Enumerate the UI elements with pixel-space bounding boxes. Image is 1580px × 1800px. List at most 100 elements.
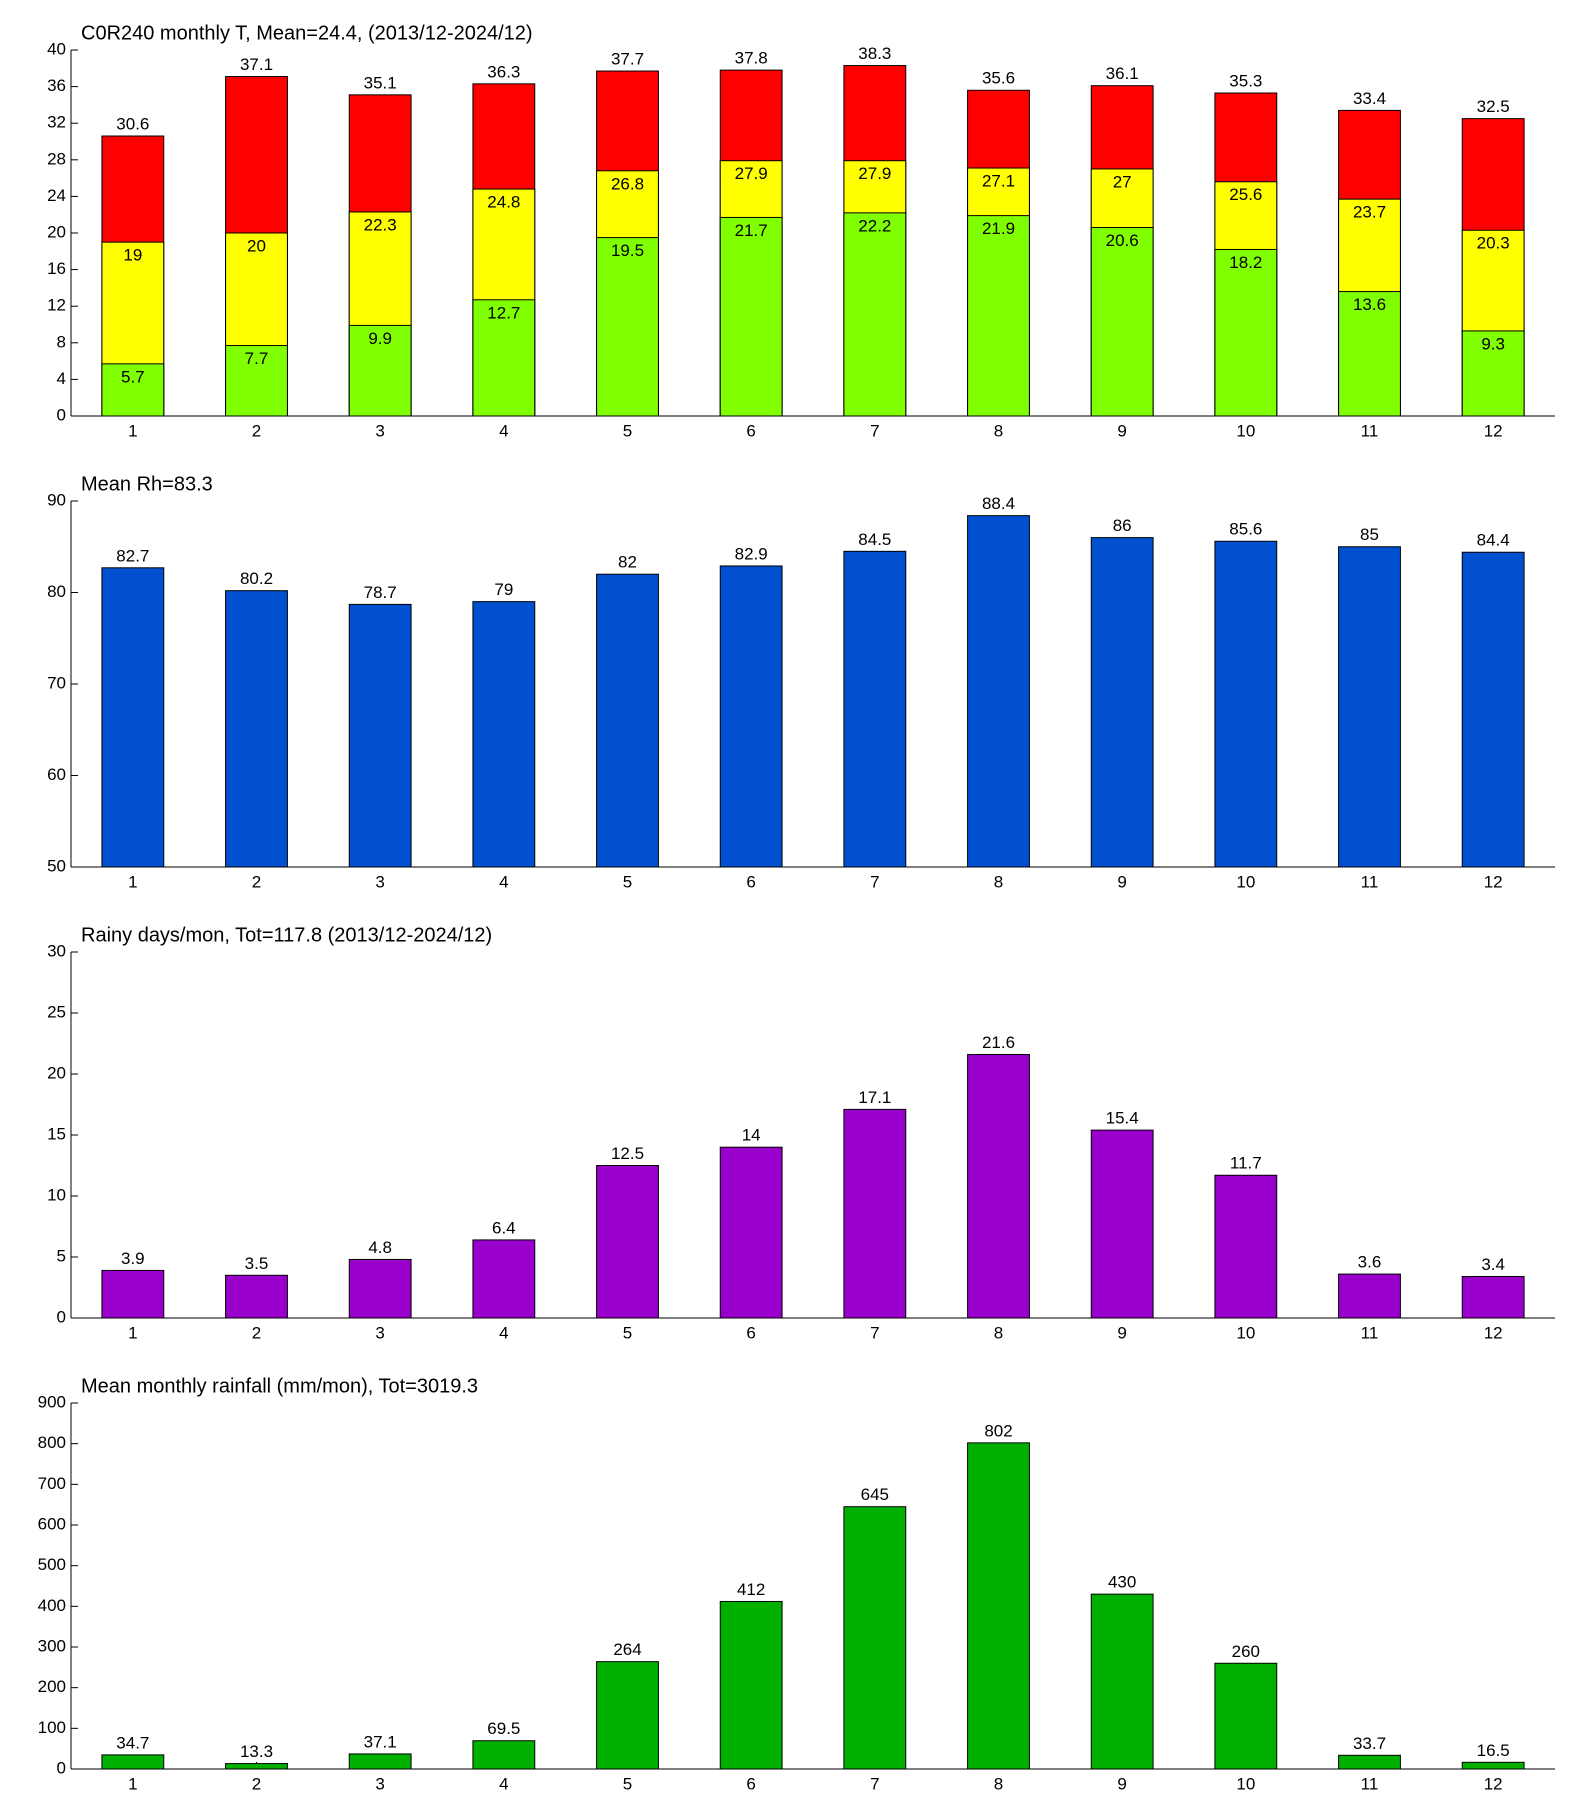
y-tick-label: 500 [38,1555,66,1574]
bar [1338,1754,1401,1770]
y-tick-label: 16 [47,259,66,278]
y-tick-label: 80 [47,582,66,601]
bar [1338,546,1401,868]
y-tick-label: 600 [38,1514,66,1533]
data-label: 12.7 [487,303,520,322]
data-label: 20 [247,236,266,255]
chart-title: Mean Rh=83.3 [81,473,213,495]
y-tick-label: 60 [47,765,66,784]
data-label: 18.2 [1229,253,1262,272]
bar [101,1754,165,1770]
y-tick-label: 24 [47,186,66,205]
x-tick-label: 7 [870,1323,879,1342]
bar [1338,1273,1401,1319]
data-label: 13.6 [1353,295,1386,314]
bar [1090,1129,1154,1319]
bar [472,299,536,417]
bar [1461,1761,1525,1770]
y-tick-label: 10 [47,1185,66,1204]
bar [843,1506,907,1770]
data-label: 11.7 [1230,1154,1262,1173]
y-tick-label: 12 [47,296,66,315]
x-tick-label: 11 [1361,421,1379,440]
bar [967,1053,1030,1319]
data-label: 21.7 [735,221,768,240]
x-tick-label: 5 [623,421,632,440]
y-tick-label: 28 [47,149,66,168]
bar [472,1740,536,1770]
bar [1338,291,1401,417]
chart-title: Mean monthly rainfall (mm/mon), Tot=3019… [81,1375,478,1397]
x-tick-label: 10 [1236,1774,1255,1793]
data-label: 12.5 [611,1144,644,1163]
data-label: 84.5 [858,530,891,549]
data-label: 37.1 [364,1732,397,1751]
y-tick-label: 15 [47,1124,66,1143]
x-tick-label: 4 [499,1323,508,1342]
x-tick-label: 3 [375,1774,384,1793]
data-label: 27.1 [982,172,1015,191]
x-tick-label: 2 [252,1774,261,1793]
x-tick-label: 3 [375,1323,384,1342]
data-label: 26.8 [611,174,644,193]
bar [1214,540,1278,868]
bar [843,212,907,417]
bar [1090,537,1154,868]
data-label: 37.7 [611,50,644,69]
bar [472,601,536,868]
x-tick-label: 2 [252,1323,261,1342]
bar [967,1442,1030,1770]
data-label: 802 [984,1421,1012,1440]
data-label: 19.5 [611,241,644,260]
bar [1461,1276,1525,1319]
data-label: 9.9 [368,329,392,348]
x-tick-label: 6 [746,1323,755,1342]
chart-title: Rainy days/mon, Tot=117.8 (2013/12-2024/… [81,924,492,946]
x-tick-label: 8 [994,421,1003,440]
data-label: 82.7 [116,546,149,565]
data-label: 14 [742,1126,761,1145]
bar [719,216,783,417]
x-tick-label: 11 [1361,1774,1379,1793]
y-tick-label: 70 [47,673,66,692]
x-tick-label: 12 [1484,872,1503,891]
y-tick-label: 300 [38,1636,66,1655]
data-label: 20.3 [1477,234,1510,253]
data-label: 3.5 [245,1254,269,1273]
data-label: 38.3 [858,44,891,63]
x-tick-label: 9 [1117,421,1126,440]
bar [225,1274,288,1319]
x-tick-label: 3 [375,872,384,891]
y-tick-label: 30 [47,941,66,960]
bar [101,567,165,868]
y-tick-label: 0 [57,1758,66,1777]
y-tick-label: 400 [38,1596,66,1615]
bar [967,215,1030,417]
x-tick-label: 2 [252,421,261,440]
bar [1461,551,1525,868]
x-tick-label: 1 [128,1323,137,1342]
data-label: 84.4 [1477,531,1510,550]
x-tick-label: 12 [1484,421,1503,440]
x-tick-label: 6 [746,1774,755,1793]
data-label: 430 [1108,1573,1136,1592]
data-label: 32.5 [1477,97,1510,116]
y-tick-label: 0 [57,1307,66,1326]
bar [1090,227,1154,417]
bar [348,1753,412,1770]
data-label: 36.3 [487,62,520,81]
data-label: 6.4 [492,1218,516,1237]
bar [1090,1593,1154,1770]
y-tick-label: 8 [57,332,66,351]
x-tick-label: 5 [623,1774,632,1793]
y-tick-label: 50 [47,856,66,875]
x-tick-label: 1 [128,421,137,440]
x-tick-label: 5 [623,872,632,891]
y-tick-label: 0 [57,405,66,424]
data-label: 35.3 [1229,71,1262,90]
data-label: 80.2 [240,569,273,588]
y-tick-label: 4 [57,369,66,388]
y-tick-label: 20 [47,222,66,241]
x-tick-label: 11 [1361,872,1379,891]
data-label: 34.7 [116,1733,149,1752]
